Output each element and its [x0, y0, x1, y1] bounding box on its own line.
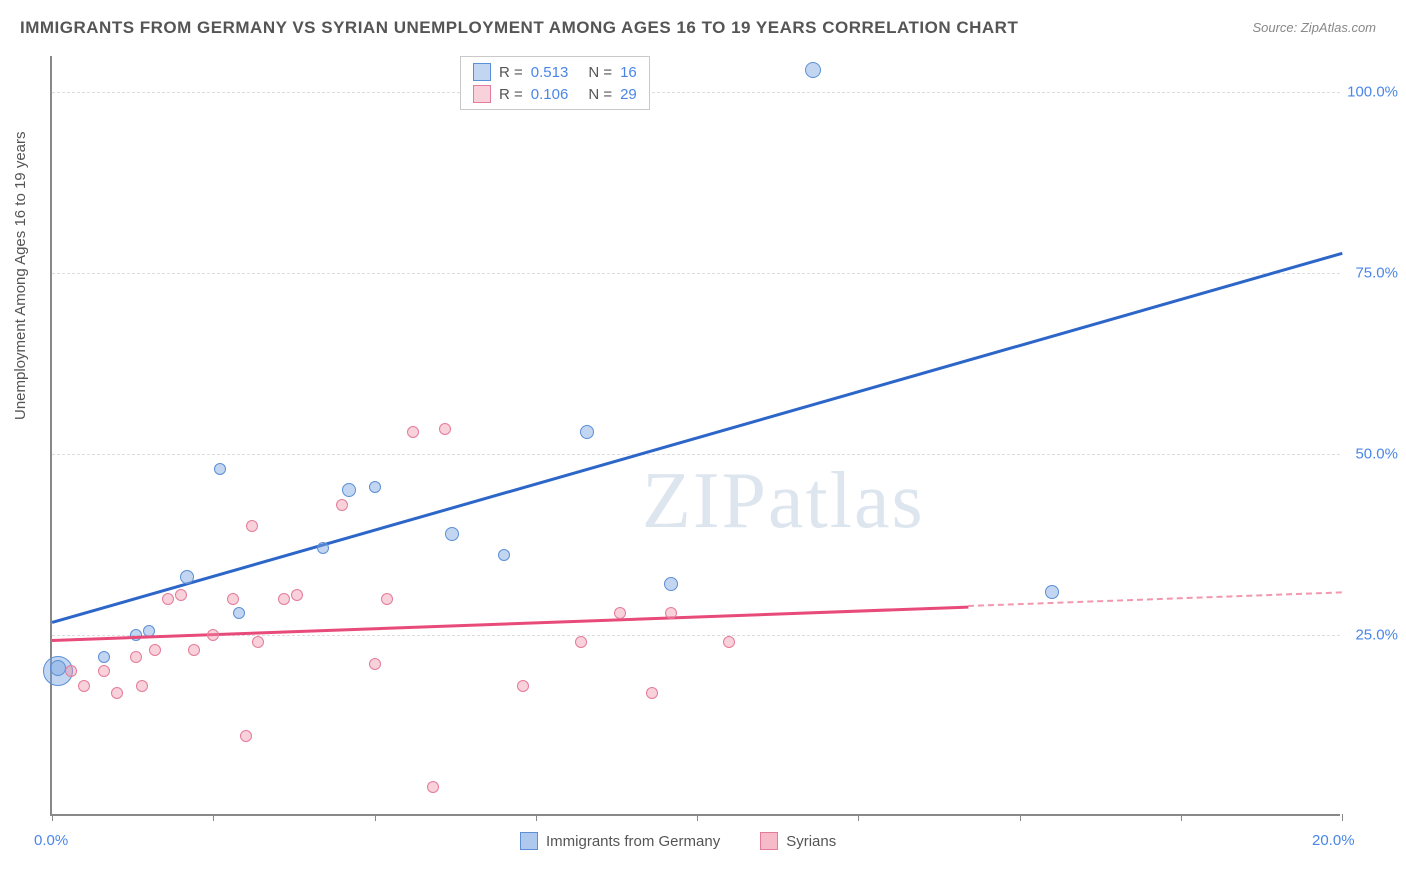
data-point [149, 644, 161, 656]
y-tick-label: 25.0% [1355, 627, 1398, 644]
data-point [180, 570, 194, 584]
x-tick-label: 20.0% [1312, 832, 1355, 849]
x-tick [536, 814, 537, 821]
data-point [445, 527, 459, 541]
legend-swatch [760, 832, 778, 850]
gridline [52, 454, 1340, 455]
plot-area: ZIPatlas 25.0%50.0%75.0%100.0% [50, 56, 1340, 816]
legend-swatch [473, 85, 491, 103]
legend-r-label: R = [499, 86, 523, 103]
watermark: ZIPatlas [642, 456, 925, 547]
x-tick-label: 0.0% [34, 832, 68, 849]
x-tick [52, 814, 53, 821]
legend-label: Immigrants from Germany [546, 833, 720, 850]
data-point [214, 463, 226, 475]
y-tick-label: 75.0% [1355, 265, 1398, 282]
legend-r-value: 0.106 [531, 86, 569, 103]
chart-title: IMMIGRANTS FROM GERMANY VS SYRIAN UNEMPL… [20, 18, 1018, 38]
data-point [227, 593, 239, 605]
trend-line-extrapolated [968, 592, 1342, 608]
legend-item: Syrians [760, 832, 836, 850]
data-point [342, 483, 356, 497]
data-point [291, 589, 303, 601]
data-point [278, 593, 290, 605]
x-tick [1020, 814, 1021, 821]
y-tick-label: 100.0% [1347, 84, 1398, 101]
legend-swatch [473, 63, 491, 81]
data-point [369, 481, 381, 493]
legend-n-value: 16 [620, 64, 637, 81]
data-point [381, 593, 393, 605]
legend-r-label: R = [499, 64, 523, 81]
legend-swatch [520, 832, 538, 850]
y-tick-label: 50.0% [1355, 446, 1398, 463]
x-tick [213, 814, 214, 821]
legend-row: R = 0.106 N = 29 [473, 83, 637, 105]
x-tick [697, 814, 698, 821]
data-point [665, 607, 677, 619]
legend-n-label: N = [588, 86, 612, 103]
data-point [369, 658, 381, 670]
data-point [427, 781, 439, 793]
data-point [517, 680, 529, 692]
data-point [805, 62, 821, 78]
legend-item: Immigrants from Germany [520, 832, 720, 850]
data-point [233, 607, 245, 619]
series-legend: Immigrants from Germany Syrians [520, 832, 836, 850]
legend-n-label: N = [588, 64, 612, 81]
data-point [252, 636, 264, 648]
x-tick [1181, 814, 1182, 821]
data-point [336, 499, 348, 511]
data-point [246, 520, 258, 532]
data-point [614, 607, 626, 619]
gridline [52, 273, 1340, 274]
data-point [188, 644, 200, 656]
data-point [162, 593, 174, 605]
y-axis-title: Unemployment Among Ages 16 to 19 years [12, 131, 29, 420]
data-point [98, 651, 110, 663]
data-point [98, 665, 110, 677]
data-point [175, 589, 187, 601]
x-tick [858, 814, 859, 821]
data-point [130, 651, 142, 663]
legend-r-value: 0.513 [531, 64, 569, 81]
data-point [50, 660, 66, 676]
gridline [52, 92, 1340, 93]
legend-row: R = 0.513 N = 16 [473, 61, 637, 83]
legend-n-value: 29 [620, 86, 637, 103]
data-point [439, 423, 451, 435]
data-point [78, 680, 90, 692]
data-point [407, 426, 419, 438]
gridline [52, 635, 1340, 636]
data-point [317, 542, 329, 554]
data-point [664, 577, 678, 591]
data-point [240, 730, 252, 742]
source-attribution: Source: ZipAtlas.com [1252, 20, 1376, 35]
legend-label: Syrians [786, 833, 836, 850]
data-point [111, 687, 123, 699]
trend-line [52, 251, 1343, 623]
data-point [498, 549, 510, 561]
data-point [1045, 585, 1059, 599]
data-point [65, 665, 77, 677]
correlation-legend: R = 0.513 N = 16 R = 0.106 N = 29 [460, 56, 650, 110]
x-tick [1342, 814, 1343, 821]
data-point [580, 425, 594, 439]
data-point [723, 636, 735, 648]
data-point [646, 687, 658, 699]
data-point [575, 636, 587, 648]
data-point [136, 680, 148, 692]
x-tick [375, 814, 376, 821]
data-point [207, 629, 219, 641]
